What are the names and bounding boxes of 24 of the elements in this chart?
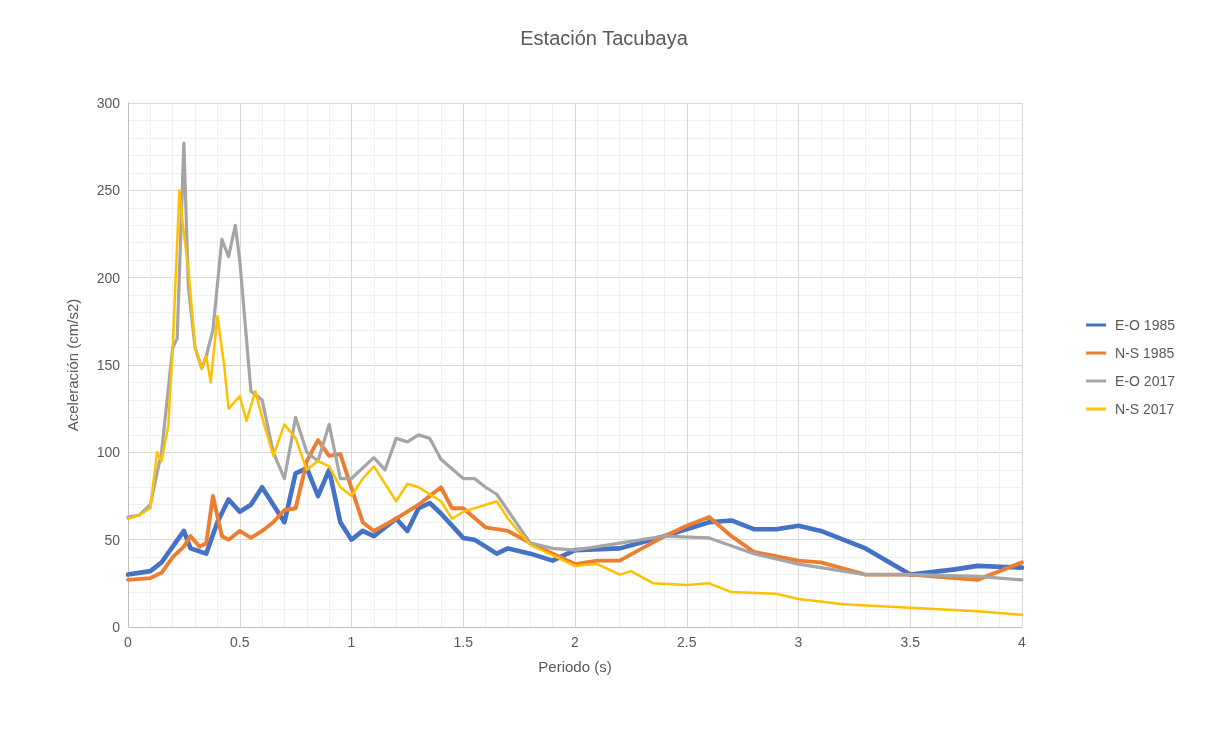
line-series — [126, 189, 1024, 617]
chart-title: Estación Tacubaya — [520, 27, 689, 49]
x-tick-label: 3 — [794, 634, 803, 650]
y-tick-label: 300 — [96, 95, 121, 111]
x-tick-label: 2.5 — [677, 634, 697, 650]
x-tick-label: 0.5 — [230, 634, 250, 650]
x-axis-title: Periodo (s) — [538, 658, 612, 675]
legend-label: E-O 1985 — [1115, 317, 1176, 333]
legend-label: N-S 1985 — [1115, 345, 1175, 361]
y-axis-title: Aceleración (cm/s2) — [64, 298, 81, 432]
y-tick-label: 150 — [96, 357, 121, 373]
y-tick-label: 50 — [104, 531, 121, 548]
legend-label: E-O 2017 — [1115, 373, 1176, 389]
y-tick-label: 0 — [112, 619, 121, 635]
y-tick-label: 200 — [96, 269, 121, 286]
x-tick-label: 2 — [571, 634, 580, 650]
x-tick-label: 0 — [124, 634, 133, 650]
legend-label: N-S 2017 — [1115, 401, 1175, 417]
x-tick-label: 1.5 — [453, 634, 474, 650]
y-tick-label: 250 — [96, 182, 121, 199]
y-tick-label: 100 — [96, 444, 121, 461]
x-tick-label: 1 — [347, 634, 356, 650]
x-tick-label: 3.5 — [900, 634, 921, 650]
x-tick-label: 4 — [1018, 634, 1027, 650]
